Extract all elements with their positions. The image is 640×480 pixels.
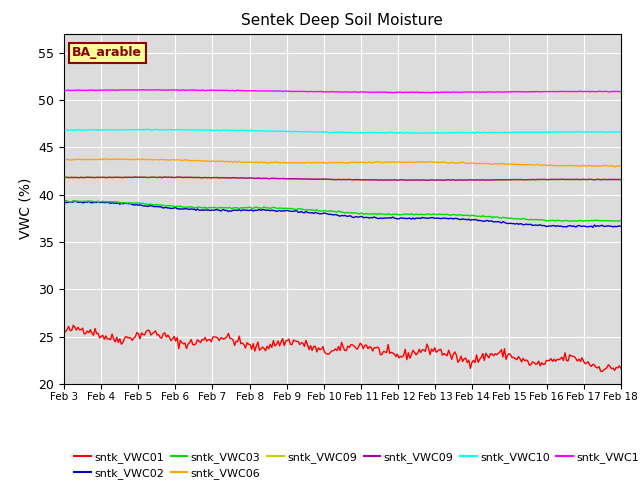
Text: BA_arable: BA_arable (72, 47, 142, 60)
Y-axis label: VWC (%): VWC (%) (19, 178, 33, 240)
Title: Sentek Deep Soil Moisture: Sentek Deep Soil Moisture (241, 13, 444, 28)
Legend: sntk_VWC01, sntk_VWC02, sntk_VWC03, sntk_VWC06, sntk_VWC09, sntk_VWC09, sntk_VWC: sntk_VWC01, sntk_VWC02, sntk_VWC03, sntk… (70, 447, 640, 480)
